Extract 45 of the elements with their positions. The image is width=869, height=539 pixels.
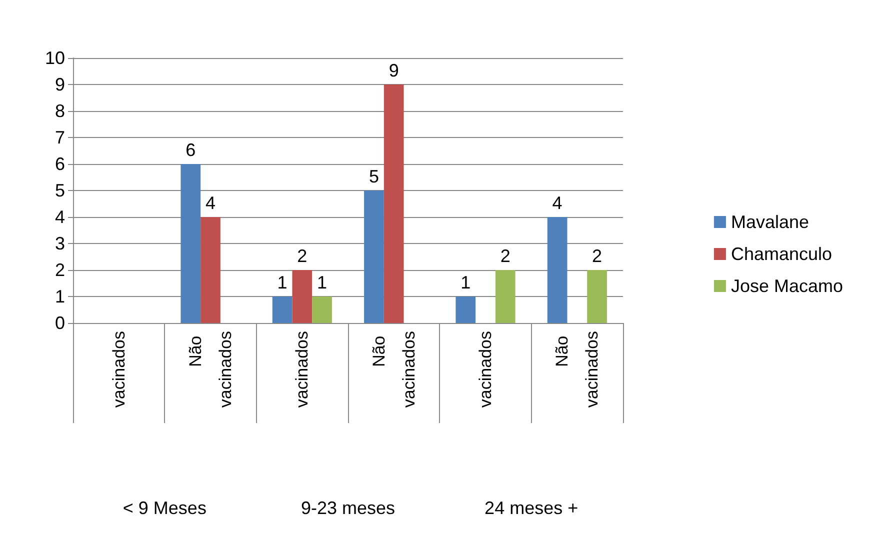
y-tick-label: 8 — [54, 101, 65, 121]
data-label: 2 — [500, 246, 510, 266]
y-tick-label: 10 — [44, 48, 65, 68]
data-label: 6 — [186, 140, 196, 160]
y-tick-label: 3 — [54, 234, 65, 254]
bar — [384, 84, 404, 323]
data-label: 2 — [592, 246, 602, 266]
data-label: 1 — [317, 272, 328, 292]
bar — [292, 270, 312, 323]
x-tick-label: vacinados — [476, 331, 495, 408]
legend-label: Chamanculo — [730, 244, 832, 264]
bar — [272, 296, 292, 323]
text: < 9 Meses — [122, 498, 206, 518]
data-label: 4 — [205, 193, 216, 213]
data-label: 2 — [297, 246, 308, 266]
bar — [547, 217, 568, 323]
bar — [495, 270, 516, 323]
y-tick-label: 1 — [54, 286, 65, 306]
x-tick-label: Não vacinados — [186, 331, 235, 408]
y-tick-label: 2 — [54, 260, 65, 280]
data-label: 9 — [388, 60, 399, 80]
y-tick-label: 9 — [54, 74, 65, 94]
y-tick-label: 0 — [54, 313, 65, 333]
data-label: 5 — [368, 166, 379, 186]
bar — [587, 270, 607, 323]
bar — [364, 190, 384, 323]
x-tick-label: Não vacinados — [369, 331, 418, 408]
y-tick-label: 7 — [54, 128, 65, 148]
data-label: 1 — [460, 272, 471, 292]
y-tick-label: 5 — [54, 180, 65, 200]
data-label: 1 — [277, 272, 288, 292]
legend-label: Jose Macamo — [730, 276, 844, 296]
y-tick-label: 4 — [54, 207, 65, 227]
data-label: 4 — [552, 193, 562, 213]
bar — [312, 296, 332, 323]
text: 9-23 meses — [300, 498, 396, 518]
y-tick-label: 6 — [54, 154, 65, 174]
bar — [180, 164, 201, 323]
text: 24 meses + — [484, 498, 578, 518]
bar — [456, 296, 476, 323]
bar — [200, 217, 220, 323]
legend-label: Mavalane — [730, 212, 810, 232]
x-tick-label: vacinados — [292, 331, 312, 408]
x-tick-label: vacinados — [109, 331, 128, 408]
x-tick-label: Não vacinados — [552, 331, 602, 408]
